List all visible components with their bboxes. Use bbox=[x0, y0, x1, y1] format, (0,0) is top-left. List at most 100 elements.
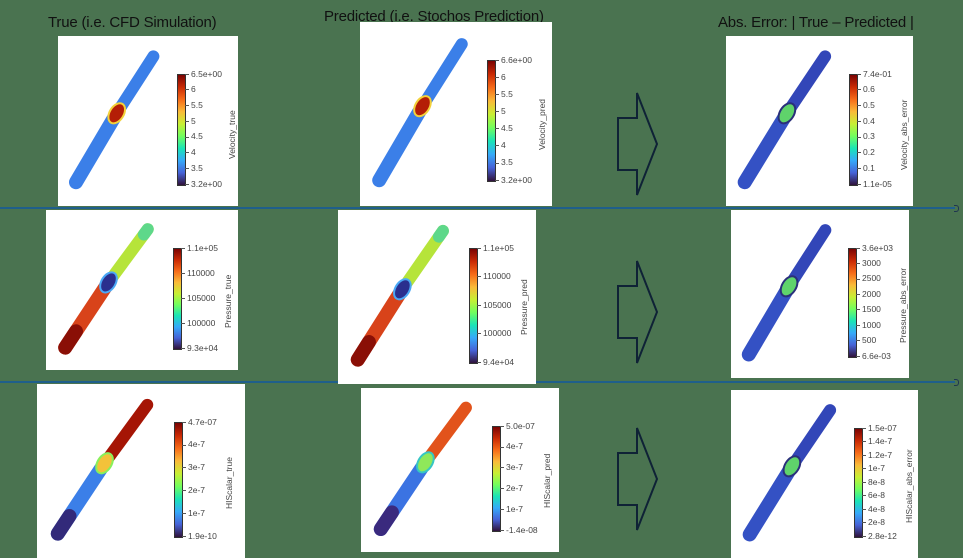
colorbar-tick-label: 100000 bbox=[181, 318, 215, 328]
colorbar-tick-label: 1e-7 bbox=[500, 504, 523, 514]
colorbar-tick-label: 100000 bbox=[477, 329, 511, 338]
row-separator-1 bbox=[0, 205, 959, 212]
colorbar-tick-label: 3e-7 bbox=[182, 463, 205, 472]
colorbar bbox=[487, 60, 496, 182]
colorbar-tick-label: 500 bbox=[856, 336, 876, 345]
colorbar-tick-label: 4.5 bbox=[495, 124, 513, 133]
colorbar-title: Pressure_pred bbox=[519, 279, 529, 335]
colorbar-tick-label: 5 bbox=[495, 106, 506, 116]
panel-velocity-error: 7.4e-01 0.6 0.5 0.4 0.3 0.2 0.1 1.1e-05 Velocity… bbox=[726, 36, 913, 206]
right-arrow-outline-icon bbox=[617, 260, 659, 364]
colorbar-title: Velocity_pred bbox=[537, 98, 547, 150]
colorbar-title: Pressure_true bbox=[223, 274, 233, 328]
colorbar-tick-label: 5.5 bbox=[495, 89, 513, 99]
colorbar bbox=[177, 74, 186, 186]
panel-velocity-true: 6.5e+00 6 5.5 5 4.5 4 3.5 3.2e+00 Velocity_true bbox=[58, 36, 238, 206]
colorbar bbox=[849, 74, 858, 186]
colorbar-tick-label: 1.1e-05 bbox=[857, 179, 892, 189]
panel-pressure-pred: 1.1e+05 110000 105000 100000 9.4e+04 Pressure… bbox=[338, 210, 536, 384]
pipe-render bbox=[741, 224, 832, 362]
panel-pressure-true: 1.1e+05 110000 105000 100000 9.3e+04 Pressure… bbox=[46, 210, 238, 370]
colorbar-tick-label: 4 bbox=[185, 148, 196, 157]
colorbar-tick-label: 6 bbox=[495, 72, 506, 82]
colorbar-tick-label: 3.5 bbox=[185, 163, 203, 173]
pipe-render bbox=[50, 398, 154, 541]
pipe-render bbox=[372, 38, 468, 188]
colorbar-tick-label: 4.5 bbox=[185, 132, 203, 141]
colorbar-tick-label: 5 bbox=[185, 116, 196, 126]
colorbar-tick-label: 105000 bbox=[477, 300, 511, 310]
colorbar-tick-label: 4.7e-07 bbox=[182, 417, 217, 427]
colorbar-tick-label: 1e-7 bbox=[862, 464, 885, 473]
colorbar-tick-label: 3.5 bbox=[495, 158, 513, 167]
colorbar-title: Pressure_abs_error bbox=[898, 268, 908, 344]
colorbar-tick-label: 1.9e-10 bbox=[182, 531, 217, 541]
colorbar-tick-label: 2e-7 bbox=[182, 485, 205, 495]
colorbar-tick-label: 1.1e+05 bbox=[181, 243, 218, 253]
colorbar-tick-label: 1000 bbox=[856, 320, 881, 330]
colorbar-tick-label: -1.4e-08 bbox=[500, 525, 538, 535]
pipe-render bbox=[69, 50, 160, 190]
panel-hiscalar-true: 4.7e-07 4e-7 3e-7 2e-7 1e-7 1.9e-10 HIScalar_t… bbox=[37, 384, 245, 558]
colorbar-tick-label: 110000 bbox=[477, 272, 511, 281]
colorbar-tick-label: 4e-8 bbox=[862, 504, 885, 514]
colorbar-tick-label: 1.4e-7 bbox=[862, 437, 892, 446]
pipe-render bbox=[350, 224, 449, 367]
colorbar-tick-label: 6.6e-03 bbox=[856, 351, 891, 361]
colorbar bbox=[174, 422, 183, 538]
panel-hiscalar-error: 1.5e-07 1.4e-7 1.2e-7 1e-7 8e-8 6e-8 4e-8 2e-8 2… bbox=[731, 390, 918, 558]
colorbar-tick-label: 6 bbox=[185, 85, 196, 94]
colorbar-tick-label: 105000 bbox=[181, 293, 215, 303]
colorbar bbox=[492, 426, 501, 532]
colorbar-tick-label: 3000 bbox=[856, 258, 881, 268]
colorbar-tick-label: 6.6e+00 bbox=[495, 55, 532, 65]
colorbar-tick-label: 7.4e-01 bbox=[857, 69, 892, 79]
colorbar-tick-label: 2e-8 bbox=[862, 518, 885, 527]
colorbar-tick-label: 1e-7 bbox=[182, 508, 205, 518]
panel-pressure-error: 3.6e+03 3000 2500 2000 1500 1000 500 6.6e-03 Pre… bbox=[731, 210, 909, 378]
column-title-true: True (i.e. CFD Simulation) bbox=[48, 14, 217, 31]
colorbar-tick-label: 3.2e+00 bbox=[495, 175, 532, 185]
colorbar-title: Velocity_true bbox=[227, 110, 237, 159]
colorbar-title: HIScalar_true bbox=[224, 456, 234, 509]
colorbar-tick-label: 2000 bbox=[856, 289, 881, 299]
panel-hiscalar-pred: 5.0e-07 4e-7 3e-7 2e-7 1e-7 -1.4e-08 HIScalar_… bbox=[361, 388, 559, 552]
colorbar-title: HIScalar_pred bbox=[542, 453, 552, 508]
column-title-abs-error: Abs. Error: | True – Predicted | bbox=[718, 14, 914, 31]
colorbar-tick-label: 8e-8 bbox=[862, 477, 885, 487]
colorbar-tick-label: 6.5e+00 bbox=[185, 69, 222, 79]
colorbar-tick-label: 9.4e+04 bbox=[477, 357, 514, 367]
colorbar-tick-label: 2e-7 bbox=[500, 483, 523, 493]
colorbar-tick-label: 3e-7 bbox=[500, 463, 523, 472]
colorbar-tick-label: 0.1 bbox=[857, 163, 875, 173]
colorbar-tick-label: 4 bbox=[495, 141, 506, 150]
pipe-render bbox=[373, 401, 472, 537]
right-arrow-outline-icon bbox=[617, 427, 659, 531]
colorbar-tick-label: 0.5 bbox=[857, 100, 875, 110]
colorbar-tick-label: 1500 bbox=[856, 305, 881, 314]
panel-velocity-pred: 6.6e+00 6 5.5 5 4.5 4 3.5 3.2e+00 Velocity_pred bbox=[360, 22, 552, 206]
colorbar-tick-label: 1.5e-07 bbox=[862, 423, 897, 433]
colorbar-tick-label: 1.2e-7 bbox=[862, 450, 892, 460]
colorbar-tick-label: 1.1e+05 bbox=[477, 243, 514, 253]
colorbar-tick-label: 0.2 bbox=[857, 148, 875, 157]
colorbar-tick-label: 0.6 bbox=[857, 85, 875, 94]
colorbar-tick-label: 110000 bbox=[181, 268, 215, 278]
colorbar-tick-label: 4e-7 bbox=[500, 442, 523, 451]
right-arrow-outline-icon bbox=[617, 92, 659, 196]
colorbar-title: HIScalar_abs_error bbox=[904, 449, 914, 524]
colorbar-title: Velocity_abs_error bbox=[899, 99, 909, 171]
colorbar-tick-label: 9.3e+04 bbox=[181, 343, 218, 353]
pipe-render bbox=[737, 50, 832, 190]
colorbar-tick-label: 5.5 bbox=[185, 100, 203, 110]
colorbar-tick-label: 5.0e-07 bbox=[500, 421, 535, 431]
colorbar-tick-label: 3.6e+03 bbox=[856, 243, 893, 253]
colorbar-tick-label: 2500 bbox=[856, 274, 881, 283]
colorbar-tick-label: 0.4 bbox=[857, 116, 875, 126]
colorbar-tick-label: 0.3 bbox=[857, 132, 875, 141]
column-title-predicted: Predicted (i.e. Stochos Prediction) bbox=[324, 8, 544, 25]
pipe-render bbox=[58, 223, 154, 355]
colorbar-tick-label: 6e-8 bbox=[862, 491, 885, 500]
colorbar-tick-label: 2.8e-12 bbox=[862, 531, 897, 541]
pipe-render bbox=[742, 404, 837, 542]
